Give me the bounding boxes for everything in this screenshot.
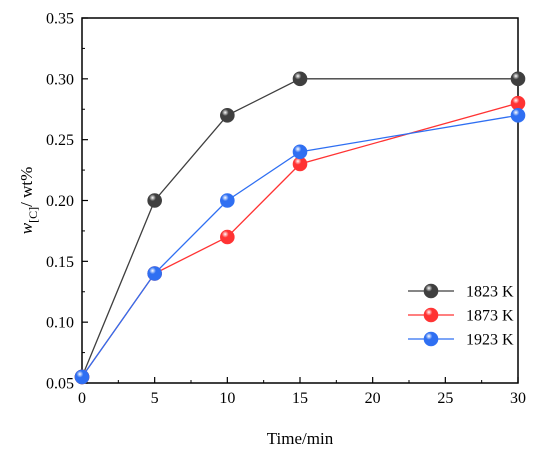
- y-tick-label: 0.35: [46, 11, 74, 28]
- y-axis-label-symbol: w: [17, 222, 36, 234]
- series-line-1823-k: [81, 78, 518, 378]
- y-tick-label: 0.15: [46, 254, 74, 271]
- data-point-1923-k: [147, 266, 162, 281]
- series-line-1873-k: [81, 102, 519, 378]
- data-point-1823-k: [292, 71, 308, 87]
- data-point-1923-k: [292, 144, 308, 160]
- data-point-1823-k: [220, 108, 235, 123]
- y-axis-label-unit: / wt%: [17, 167, 36, 207]
- x-tick-label: 0: [78, 390, 86, 407]
- y-tick-label: 0.05: [46, 376, 74, 393]
- legend-label: 1873 K: [466, 308, 514, 325]
- data-point-1873-k: [220, 229, 235, 245]
- legend-marker: [423, 331, 439, 347]
- y-tick-label: 0.25: [46, 132, 74, 149]
- legend-marker: [423, 283, 439, 299]
- data-point-1823-k: [147, 193, 162, 208]
- x-axis-label: Time/min: [267, 429, 334, 448]
- x-tick-label: 20: [365, 390, 381, 407]
- x-tick-label: 10: [219, 390, 235, 407]
- legend-label: 1923 K: [466, 332, 514, 349]
- x-tick-label: 30: [510, 390, 526, 407]
- y-axis-label: w[C]/ wt%: [17, 167, 40, 234]
- y-tick-label: 0.10: [46, 315, 74, 332]
- y-tick-label: 0.20: [46, 193, 74, 210]
- y-axis-label-subscript: [C]: [26, 207, 40, 223]
- data-point-1923-k: [74, 369, 90, 385]
- legend-marker: [423, 307, 439, 323]
- data-point-1823-k: [510, 71, 526, 87]
- x-tick-label: 25: [437, 390, 453, 407]
- x-tick-label: 15: [292, 390, 308, 407]
- y-tick-label: 0.30: [46, 71, 74, 88]
- x-tick-label: 5: [151, 390, 159, 407]
- legend-label: 1823 K: [466, 284, 514, 301]
- data-point-1923-k: [510, 108, 526, 123]
- data-point-1923-k: [220, 193, 235, 208]
